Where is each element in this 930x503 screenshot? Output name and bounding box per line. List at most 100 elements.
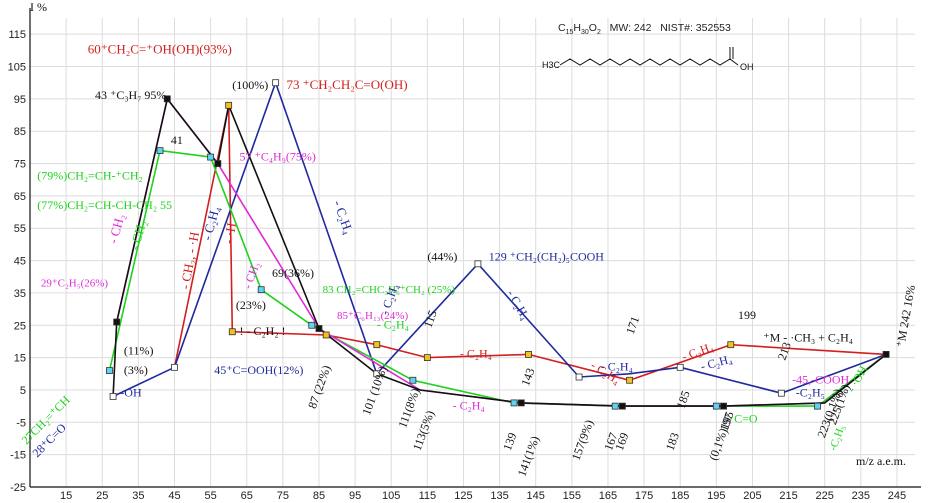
annotation-label: 113(5%) bbox=[410, 409, 437, 453]
formula-c-sub: 15 bbox=[565, 29, 574, 37]
y-tick-label: 55 bbox=[14, 223, 26, 235]
y-tick-label: 35 bbox=[14, 288, 26, 300]
structure-diagram: H3C O OH bbox=[542, 45, 754, 72]
annotation-label: 101 (10%) bbox=[359, 364, 390, 417]
annotation-label: 169 bbox=[612, 431, 631, 453]
x-tick-label: 195 bbox=[707, 490, 725, 502]
annotation-label: 57 ⁺C₄H₉(75%) bbox=[240, 149, 316, 163]
x-tick-label: 205 bbox=[743, 490, 761, 502]
data-marker bbox=[214, 160, 222, 167]
y-tick-label: 85 bbox=[14, 126, 26, 138]
formula-c: C bbox=[558, 22, 566, 34]
annotation-label: 213 bbox=[775, 340, 794, 362]
annotation-label: 199 bbox=[738, 308, 756, 322]
x-tick-label: 185 bbox=[671, 490, 689, 502]
formula-o-sub: 2 bbox=[596, 29, 601, 37]
annotation-label: 87 (22%) bbox=[305, 363, 334, 410]
annotation-label: (44%) bbox=[427, 250, 457, 264]
data-marker bbox=[373, 341, 381, 349]
y-tick-label: 105 bbox=[8, 62, 26, 74]
data-marker bbox=[322, 331, 330, 339]
y-tick-label: 65 bbox=[14, 191, 26, 203]
data-marker bbox=[619, 402, 626, 410]
annotation-label: 43 ⁺C₃H₇ 95% bbox=[95, 88, 166, 102]
annotation-label: 157(9%) bbox=[569, 418, 597, 462]
data-marker bbox=[575, 373, 583, 381]
annotation-label: (77%)CH₂=CH-CH-CH₂ 55 bbox=[37, 198, 172, 212]
x-tick-label: 105 bbox=[382, 490, 400, 502]
x-tick-label: 35 bbox=[132, 490, 144, 502]
x-tick-label: 85 bbox=[313, 490, 325, 502]
annotation-label: 183 bbox=[663, 431, 682, 453]
data-marker bbox=[712, 402, 720, 410]
nist-number: NIST#: 352553 bbox=[660, 22, 731, 34]
annotation-label: 167 bbox=[601, 431, 620, 453]
annotation-label: -45,-COOH bbox=[792, 372, 849, 386]
y-tick-label: 5 bbox=[20, 385, 26, 397]
data-marker bbox=[676, 363, 684, 371]
data-marker bbox=[308, 321, 316, 329]
formula-h: H bbox=[573, 22, 581, 34]
series-line-blue bbox=[112, 81, 887, 398]
annotation-label: (11%) bbox=[124, 343, 154, 357]
x-tick-label: 145 bbox=[527, 490, 545, 502]
structure-left-label: H3C bbox=[542, 60, 561, 70]
annotation-label: 141(1%) bbox=[515, 434, 543, 478]
annotation-label: - ·H bbox=[220, 221, 238, 245]
data-marker bbox=[423, 354, 431, 362]
data-marker bbox=[517, 399, 525, 407]
annotation-label: 129 ⁺CH₂(CH₂)₅COOH bbox=[489, 250, 605, 264]
data-markers bbox=[106, 79, 890, 410]
data-marker bbox=[814, 402, 821, 410]
data-marker bbox=[474, 260, 482, 268]
x-tick-label: 225 bbox=[816, 490, 834, 502]
formula: C15H30O2 bbox=[558, 22, 604, 37]
x-tick-label: 245 bbox=[888, 490, 906, 502]
carbon-chain bbox=[559, 58, 739, 66]
annotation-label: 143 bbox=[518, 366, 537, 388]
annotation-label: 41 bbox=[171, 133, 183, 147]
series-line-red bbox=[173, 104, 887, 382]
x-tick-label: 155 bbox=[563, 490, 581, 502]
annotation-label: 197 bbox=[717, 411, 736, 433]
annotation-label: 115 bbox=[421, 308, 440, 329]
annotation-label: (3%) bbox=[124, 363, 148, 377]
compound-info: C15H30O2 MW: 242 NIST#: 352553 bbox=[558, 22, 731, 36]
annotation-label: -C₂H₅ bbox=[796, 385, 825, 399]
data-marker bbox=[626, 376, 634, 384]
y-tick-label: -15 bbox=[10, 450, 26, 462]
annotation-label: 73 ⁺CH₂CH₂C=O(OH) bbox=[286, 77, 407, 92]
annotation-label: - C₂H₄ bbox=[601, 360, 633, 374]
data-marker bbox=[106, 367, 113, 374]
y-tick-label: 95 bbox=[14, 94, 26, 106]
data-marker bbox=[409, 376, 417, 384]
x-tick-label: 25 bbox=[96, 490, 108, 502]
data-marker bbox=[720, 402, 727, 410]
annotation-label: - C₂H₄ bbox=[331, 198, 357, 236]
annotation-label: (23%) bbox=[236, 298, 266, 312]
data-marker bbox=[163, 95, 171, 103]
x-tick-label: 135 bbox=[490, 490, 508, 502]
annotation-label: - C₂H₄ bbox=[377, 318, 409, 332]
data-marker bbox=[611, 402, 619, 410]
annotation-label: 60⁺CH₂C=⁺OH(OH)(93%) bbox=[88, 42, 232, 57]
x-tick-label: 45 bbox=[168, 490, 180, 502]
data-marker bbox=[257, 286, 265, 294]
annotation-label: - C₂H₄ bbox=[199, 204, 223, 242]
annotation-label: 85⁺C₆H₁₃(24%) bbox=[337, 310, 408, 322]
data-marker bbox=[113, 318, 121, 326]
data-marker bbox=[882, 350, 890, 358]
y-tick-label: -5 bbox=[16, 417, 26, 429]
x-tick-label: 75 bbox=[277, 490, 289, 502]
annotation-label: 29⁺C₂H₅(26%) bbox=[41, 277, 109, 289]
x-tick-label: 115 bbox=[419, 490, 437, 502]
annotation-label: 139 bbox=[500, 431, 519, 453]
axes bbox=[29, 8, 921, 488]
x-tick-label: 55 bbox=[204, 490, 216, 502]
data-marker bbox=[727, 341, 735, 349]
x-tick-label: 165 bbox=[599, 490, 617, 502]
data-marker bbox=[373, 370, 381, 378]
structure-right-label: OH bbox=[740, 62, 754, 72]
molecular-weight: MW: 242 bbox=[609, 22, 652, 34]
